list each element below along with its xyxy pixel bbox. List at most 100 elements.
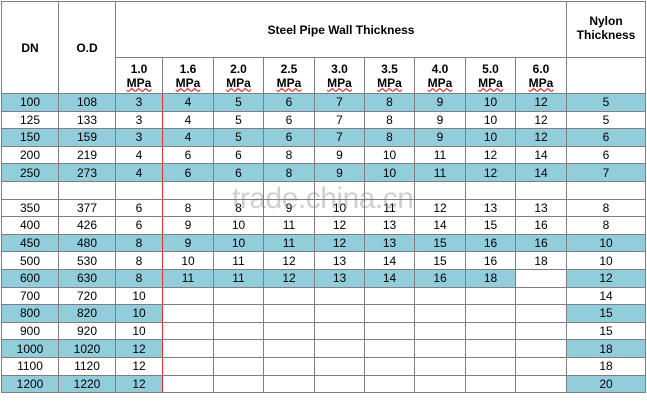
od-cell: 480 [58, 233, 116, 253]
od-cell: 159 [58, 128, 116, 147]
od-cell: 530 [58, 251, 116, 270]
thickness-cell [514, 304, 568, 323]
pressure-rating: 3.5 [381, 61, 398, 76]
dn-cell: 250 [1, 163, 59, 182]
od-header: O.D [58, 1, 116, 94]
thickness-cell [263, 339, 315, 358]
thickness-cell: 18 [465, 268, 516, 288]
nylon-cell: 8 [566, 216, 647, 235]
nylon-cell: 5 [566, 93, 647, 112]
thickness-cell [213, 374, 264, 394]
thickness-cell: 16 [414, 268, 466, 288]
od-cell: 1020 [58, 339, 116, 358]
thickness-cell [465, 339, 516, 358]
thickness-cell: 9 [414, 93, 466, 112]
thickness-cell [162, 321, 214, 341]
pressure-rating: 6.0 [532, 61, 550, 76]
dn-cell: 100 [1, 93, 59, 112]
thickness-cell: 5 [213, 128, 264, 147]
thickness-cell: 4 [115, 163, 163, 182]
nylon-header: Nylon Thickness [566, 1, 647, 58]
thickness-cell: 12 [465, 163, 516, 182]
nylon-cell: 6 [566, 128, 647, 147]
thickness-cell [465, 286, 516, 306]
thickness-cell: 12 [514, 128, 568, 147]
thickness-cell: 6 [263, 93, 315, 112]
thickness-cell: 6 [263, 128, 315, 147]
nylon-cell: 18 [566, 356, 647, 376]
thickness-cell: 8 [364, 110, 415, 130]
thickness-cell [213, 356, 264, 376]
thickness-cell: 3 [115, 128, 163, 147]
dn-cell: 1200 [1, 374, 59, 394]
thickness-cell: 6 [115, 216, 163, 235]
nylon-cell: 15 [566, 321, 647, 341]
od-cell: 273 [58, 163, 116, 182]
thickness-cell: 8 [115, 268, 163, 288]
thickness-cell [414, 286, 466, 306]
thickness-cell [213, 321, 264, 341]
thickness-cell: 16 [465, 233, 516, 253]
data-row: 150 159 3 4 5 6 7 8 9 10 12 6 [1, 128, 647, 147]
thickness-cell [465, 321, 516, 341]
thickness-cell [414, 321, 466, 341]
thickness-cell [364, 321, 415, 341]
pressure-unit: MPa [226, 75, 251, 90]
nylon-header-blank [566, 57, 647, 94]
thickness-cell: 9 [314, 145, 365, 165]
blank-cell [162, 180, 214, 200]
data-row: 1200 1220 12 20 [1, 374, 647, 394]
thickness-cell [514, 356, 568, 376]
thickness-cell: 6 [115, 198, 163, 218]
od-cell: 820 [58, 304, 116, 323]
blank-cell [465, 180, 516, 200]
dn-header: DN [1, 1, 59, 94]
od-cell: 219 [58, 145, 116, 165]
thickness-cell: 6 [213, 145, 264, 165]
thickness-cell [314, 339, 365, 358]
thickness-cell [263, 321, 315, 341]
thickness-cell: 10 [213, 233, 264, 253]
thickness-cell: 3 [115, 93, 163, 112]
dn-cell: 1000 [1, 339, 59, 358]
thickness-cell: 9 [414, 110, 466, 130]
thickness-cell [162, 374, 214, 394]
thickness-cell [364, 374, 415, 394]
nylon-cell: 10 [566, 251, 647, 270]
pressure-unit: MPa [427, 75, 453, 90]
dn-cell: 400 [1, 216, 59, 235]
pressure-unit: MPa [126, 75, 152, 90]
pressure-unit: MPa [276, 75, 302, 90]
thickness-cell: 12 [414, 198, 466, 218]
pressure-header: 3.5 MPa [364, 57, 415, 94]
thickness-cell [314, 374, 365, 394]
dn-cell: 350 [1, 198, 59, 218]
thickness-cell: 7 [314, 93, 365, 112]
thickness-cell: 9 [162, 216, 214, 235]
thickness-cell [465, 304, 516, 323]
thickness-cell: 11 [213, 268, 264, 288]
od-cell: 426 [58, 216, 116, 235]
thickness-cell [162, 356, 214, 376]
thickness-cell: 11 [263, 216, 315, 235]
pressure-header: 2.5 MPa [263, 57, 315, 94]
thickness-cell: 11 [263, 233, 315, 253]
data-row: 200 219 4 6 6 8 9 10 11 12 14 6 [1, 145, 647, 165]
od-cell: 920 [58, 321, 116, 341]
thickness-cell [314, 304, 365, 323]
thickness-cell: 16 [514, 233, 568, 253]
data-row: 250 273 4 6 6 8 9 10 11 12 14 7 [1, 163, 647, 182]
nylon-cell: 12 [566, 268, 647, 288]
thickness-cell: 11 [162, 268, 214, 288]
pressure-header: 3.0 MPa [314, 57, 365, 94]
thickness-cell: 12 [465, 145, 516, 165]
blank-cell [115, 180, 163, 200]
thickness-cell [162, 304, 214, 323]
dn-cell: 200 [1, 145, 59, 165]
thickness-cell [364, 339, 415, 358]
thickness-cell: 9 [414, 128, 466, 147]
watermark: trade.china.cn [232, 182, 414, 215]
pressure-unit: MPa [528, 75, 554, 90]
pressure-rating: 5.0 [482, 61, 499, 76]
